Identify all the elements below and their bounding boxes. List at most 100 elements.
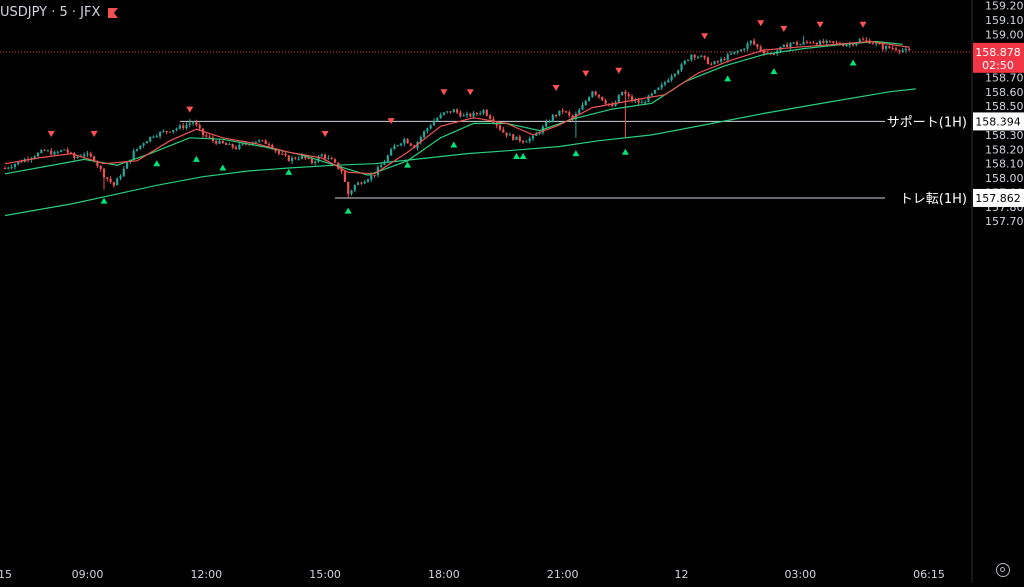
candle-body	[617, 95, 620, 103]
settings-icon[interactable]	[996, 563, 1010, 577]
candle-body	[723, 59, 726, 61]
candle-body	[861, 39, 865, 41]
candle-body	[538, 132, 541, 134]
candle-body	[670, 76, 673, 81]
sell-marker	[186, 106, 194, 113]
candle-body	[452, 109, 455, 113]
candle-body	[99, 165, 102, 169]
candle-body	[637, 100, 640, 103]
candle-body	[749, 40, 752, 44]
sell-marker	[582, 70, 590, 77]
candle-body	[36, 152, 40, 157]
candle-body	[498, 125, 502, 130]
candle-body	[442, 112, 445, 115]
candle-body	[885, 46, 888, 49]
buy-marker	[849, 59, 857, 66]
candle-body	[234, 147, 238, 150]
level-name: トレ転(1H)	[900, 192, 967, 207]
candle-body	[254, 141, 257, 143]
candle-body	[373, 174, 376, 176]
candle-body	[429, 125, 432, 129]
candle-body	[736, 51, 739, 53]
candle-body	[126, 162, 129, 169]
candle-body	[366, 179, 370, 182]
y-tick-label: 158.600	[985, 86, 1024, 99]
candle-body	[802, 42, 805, 45]
candle-body	[713, 61, 716, 65]
candle-body	[753, 40, 756, 45]
symbol-label[interactable]: USDJPY · 5 · JFX	[0, 4, 101, 20]
candle-body	[7, 167, 10, 169]
candle-body	[624, 91, 627, 95]
candle-body	[357, 182, 360, 185]
candle-body	[696, 56, 700, 58]
candle-body	[621, 91, 624, 96]
candle-body	[281, 153, 284, 155]
candle-body	[208, 136, 211, 138]
candle-body	[644, 102, 647, 104]
flag-icon[interactable]	[108, 7, 119, 18]
candle-body	[848, 44, 851, 46]
candle-body	[20, 161, 23, 163]
candle-body	[399, 143, 403, 146]
candle-body	[165, 131, 168, 133]
candle-body	[13, 164, 16, 167]
x-tick-label: 06:15	[913, 568, 945, 581]
candle-body	[215, 140, 218, 144]
y-tick-label: 158.300	[985, 129, 1024, 142]
candle-body	[360, 182, 363, 184]
x-tick-label: 18:00	[428, 568, 460, 581]
sell-marker	[552, 84, 560, 91]
candle-body	[436, 118, 439, 121]
candle-body	[564, 111, 568, 113]
candle-body	[693, 54, 696, 58]
candle-body	[865, 39, 868, 41]
candle-body	[789, 43, 792, 47]
sell-marker	[780, 26, 788, 33]
candle-body	[548, 121, 551, 123]
candle-body	[112, 182, 115, 186]
candle-body	[403, 139, 406, 144]
candle-body	[578, 109, 581, 114]
candle-body	[205, 135, 208, 137]
candle-body	[152, 136, 155, 138]
candle-body	[241, 143, 244, 145]
sell-marker	[321, 131, 329, 138]
sell-marker	[859, 21, 867, 28]
candle-body	[53, 151, 56, 155]
candle-body	[218, 140, 221, 144]
candle-body	[772, 53, 775, 55]
candle-body	[640, 102, 643, 104]
candle-body	[390, 149, 393, 156]
candle-body	[591, 91, 594, 98]
candle-body	[482, 110, 485, 114]
candle-body	[706, 57, 709, 64]
buy-marker	[285, 168, 293, 175]
candle-body	[762, 50, 766, 54]
x-tick-label: 21:00	[547, 568, 579, 581]
candle-body	[518, 136, 521, 141]
candle-body	[489, 115, 492, 119]
sell-marker	[466, 89, 474, 96]
candle-body	[267, 144, 271, 146]
y-tick-label: 157.700	[985, 215, 1024, 228]
candle-body	[904, 48, 907, 51]
candle-body	[875, 43, 878, 45]
candle-body	[515, 136, 518, 140]
candle-body	[792, 42, 795, 44]
candle-body	[102, 168, 106, 178]
candle-body	[673, 73, 676, 77]
candle-body	[145, 141, 148, 144]
candle-body	[663, 82, 667, 85]
candle-body	[383, 161, 386, 165]
y-tick-label: 158.500	[985, 100, 1024, 113]
candle-body	[832, 41, 835, 43]
candle-body	[330, 157, 333, 160]
candle-body	[317, 156, 320, 162]
candle-body	[66, 149, 69, 153]
candle-body	[716, 61, 719, 63]
level-price-box	[973, 112, 1024, 131]
candle-body	[343, 171, 346, 182]
